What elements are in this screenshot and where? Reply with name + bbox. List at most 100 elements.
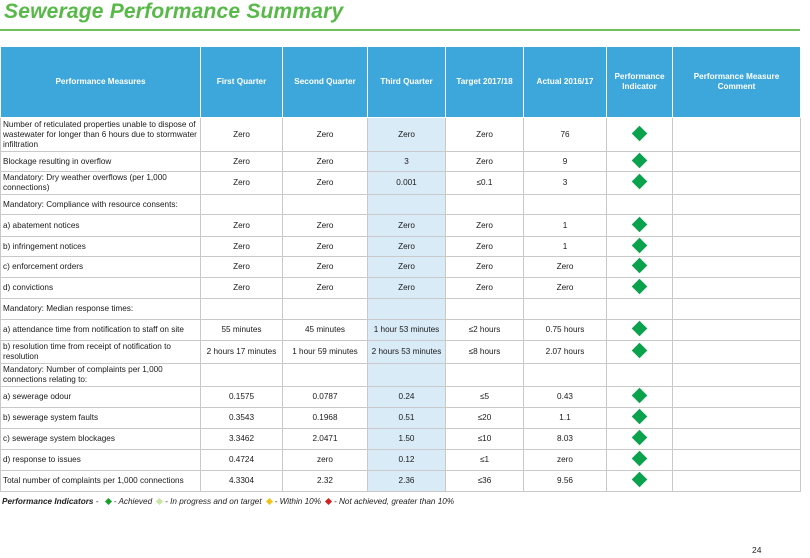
legend-label: - In progress and on target: [165, 497, 262, 506]
q1-cell: Zero: [200, 171, 283, 195]
measure-cell: d) response to issues: [0, 449, 201, 471]
indicator-cell: [606, 298, 673, 320]
measure-cell: a) attendance time from notification to …: [0, 319, 201, 341]
comment-cell: [672, 277, 801, 299]
q2-cell: 0.1968: [282, 407, 368, 429]
measure-cell: a) sewerage odour: [0, 386, 201, 408]
comment-cell: [672, 428, 801, 450]
measure-cell: Number of reticulated properties unable …: [0, 117, 201, 152]
q2-cell: 2.0471: [282, 428, 368, 450]
q1-cell: 55 minutes: [200, 319, 283, 341]
q3-cell: [367, 298, 446, 320]
indicator-cell: [606, 256, 673, 278]
q3-cell: Zero: [367, 277, 446, 299]
target-cell: Zero: [445, 236, 524, 257]
header-target: Target 2017/18: [445, 46, 524, 118]
comment-cell: [672, 363, 801, 387]
legend-label: - Not achieved, greater than 10%: [333, 497, 455, 506]
page-number: 24: [752, 545, 762, 555]
target-cell: ≤36: [445, 470, 524, 492]
comment-cell: [672, 214, 801, 237]
q3-cell: 3: [367, 151, 446, 172]
actual-cell: 2.07 hours: [523, 340, 607, 364]
table-row: c) enforcement orders Zero Zero Zero Zero Zer…: [0, 256, 801, 278]
table-row: a) sewerage odour 0.1575 0.0787 0.24 ≤5 0.43: [0, 386, 801, 408]
achieved-diamond-icon: [631, 237, 648, 253]
target-cell: [445, 194, 524, 215]
legend-label: - Within 10%: [274, 497, 321, 506]
measure-cell: Blockage resulting in overflow: [0, 151, 201, 172]
indicator-cell: [606, 277, 673, 299]
actual-cell: [523, 194, 607, 215]
comment-cell: [672, 171, 801, 195]
target-cell: ≤8 hours: [445, 340, 524, 364]
q1-cell: 2 hours 17 minutes: [200, 340, 283, 364]
comment-cell: [672, 298, 801, 320]
legend-diamond-icon: [156, 497, 164, 505]
indicator-cell: [606, 386, 673, 408]
q3-cell: Zero: [367, 256, 446, 278]
table-row: d) response to issues 0.4724 zero 0.12 ≤1 zer…: [0, 449, 801, 471]
legend-title: Performance Indicators: [2, 497, 94, 506]
achieved-diamond-icon: [631, 387, 648, 404]
actual-cell: zero: [523, 449, 607, 471]
actual-cell: Zero: [523, 277, 607, 299]
indicator-cell: [606, 236, 673, 257]
q1-cell: 0.4724: [200, 449, 283, 471]
actual-cell: 1.1: [523, 407, 607, 429]
q3-cell: Zero: [367, 214, 446, 237]
actual-cell: Zero: [523, 256, 607, 278]
table-row: Total number of complaints per 1,000 con…: [0, 470, 801, 492]
achieved-diamond-icon: [631, 320, 648, 337]
achieved-diamond-icon: [631, 152, 648, 168]
target-cell: Zero: [445, 256, 524, 278]
title-underline: [0, 29, 800, 31]
table-header-row: Performance Measures First Quarter Secon…: [0, 46, 801, 118]
measure-cell: b) infringement notices: [0, 236, 201, 257]
indicator-cell: [606, 428, 673, 450]
measure-cell: b) resolution time from receipt of notif…: [0, 340, 201, 364]
performance-table: Performance Measures First Quarter Secon…: [0, 46, 801, 492]
q2-cell: zero: [282, 449, 368, 471]
indicator-cell: [606, 214, 673, 237]
q1-cell: Zero: [200, 214, 283, 237]
indicator-cell: [606, 319, 673, 341]
table-row: Blockage resulting in overflow Zero Zero 3 Z…: [0, 151, 801, 172]
q2-cell: 1 hour 59 minutes: [282, 340, 368, 364]
indicator-cell: [606, 340, 673, 364]
measure-cell: c) sewerage system blockages: [0, 428, 201, 450]
table-row: b) resolution time from receipt of notif…: [0, 340, 801, 364]
q3-cell: Zero: [367, 117, 446, 152]
table-row: Mandatory: Number of complaints per 1,00…: [0, 363, 801, 387]
q1-cell: Zero: [200, 151, 283, 172]
actual-cell: 9.56: [523, 470, 607, 492]
q3-cell: 0.001: [367, 171, 446, 195]
achieved-diamond-icon: [631, 278, 648, 295]
achieved-diamond-icon: [631, 342, 648, 359]
actual-cell: 1: [523, 236, 607, 257]
comment-cell: [672, 449, 801, 471]
q1-cell: Zero: [200, 256, 283, 278]
q2-cell: Zero: [282, 171, 368, 195]
measure-cell: Mandatory: Compliance with resource cons…: [0, 194, 201, 215]
target-cell: ≤2 hours: [445, 319, 524, 341]
header-comment: Performance Measure Comment: [672, 46, 801, 118]
comment-cell: [672, 117, 801, 152]
q1-cell: 0.3543: [200, 407, 283, 429]
achieved-diamond-icon: [631, 216, 648, 232]
achieved-diamond-icon: [631, 125, 648, 141]
q1-cell: 4.3304: [200, 470, 283, 492]
q2-cell: Zero: [282, 117, 368, 152]
table-row: c) sewerage system blockages 3.3462 2.0471…: [0, 428, 801, 450]
q3-cell: [367, 363, 446, 387]
table-row: Mandatory: Compliance with resource cons…: [0, 194, 801, 215]
q2-cell: Zero: [282, 151, 368, 172]
q1-cell: Zero: [200, 236, 283, 257]
table-row: Mandatory: Median response times:: [0, 298, 801, 320]
q1-cell: 3.3462: [200, 428, 283, 450]
q2-cell: 2.32: [282, 470, 368, 492]
table-row: a) abatement notices Zero Zero Zero Zero 1: [0, 214, 801, 237]
q2-cell: Zero: [282, 256, 368, 278]
actual-cell: 8.03: [523, 428, 607, 450]
target-cell: ≤1: [445, 449, 524, 471]
